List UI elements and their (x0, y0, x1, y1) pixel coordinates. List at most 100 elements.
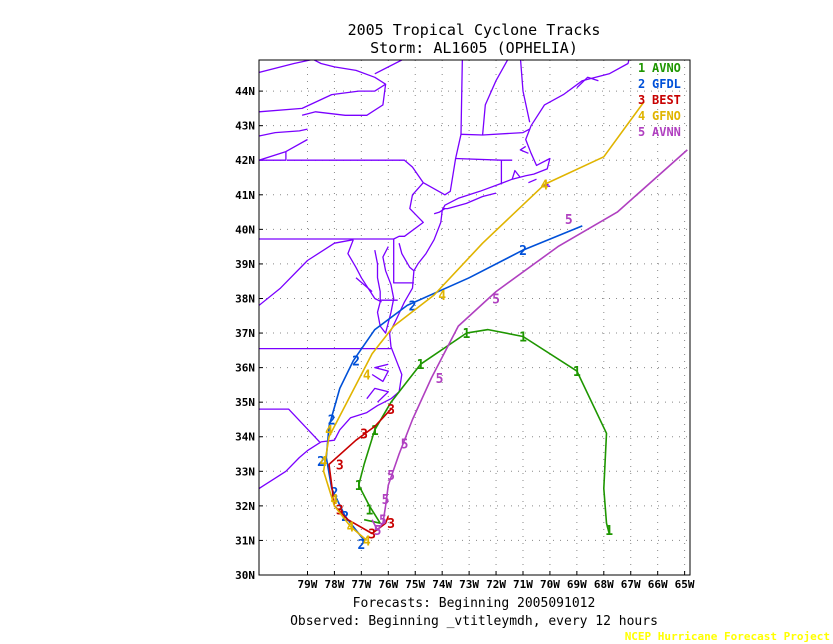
md-de-border (393, 239, 414, 284)
longitude-labels: 79W 78W 77W 76W 75W 74W 73W 72W 71W 70W 69W 68W 67W 6… (298, 578, 695, 591)
track-marker-1: 1 (573, 365, 581, 380)
lat-label-bottom: 30N (235, 569, 255, 582)
lat-label: 36N (235, 362, 255, 375)
track-marker-5: 5 (492, 293, 500, 308)
track-marker-5: 5 (382, 493, 390, 508)
legend-model-best: BEST (652, 93, 681, 107)
track-marker-2: 2 (328, 414, 336, 429)
lat-label: 43N (235, 120, 255, 133)
lon-label: 73W (459, 578, 479, 591)
east-coastline (259, 60, 630, 490)
delaware-bay-coast (398, 243, 415, 272)
lake-erie-shore (259, 138, 308, 161)
legend-number-3: 3 (638, 93, 645, 107)
coastline-layer (259, 60, 630, 490)
map-grid (259, 60, 690, 575)
lat-label: 42N (235, 154, 255, 167)
track-marker-5: 5 (387, 469, 395, 484)
lat-label: 31N (235, 534, 255, 547)
latitude-labels: 31N 32N 33N 34N 35N 36N 37N 38N 39N 40N 41N 42N 43N 4… (235, 85, 255, 547)
track-marker-2: 2 (519, 244, 527, 259)
narragansett-bay (511, 169, 521, 180)
lat-label: 39N (235, 258, 255, 271)
track-marker-1: 1 (605, 524, 613, 539)
lat-label: 37N (235, 327, 255, 340)
legend-model-avno: AVNO (652, 61, 681, 75)
lon-label: 74W (432, 578, 452, 591)
lat-label: 40N (235, 223, 255, 236)
boston-harbor (519, 145, 529, 154)
title-line-2: Storm: AL1605 (OPHELIA) (370, 39, 578, 57)
track-marker-2: 2 (330, 486, 338, 501)
lat-label: 44N (235, 85, 255, 98)
track-marker-2: 2 (357, 538, 365, 553)
legend-number-1: 1 (638, 61, 645, 75)
st-lawrence (374, 60, 406, 75)
track-marker-4: 4 (325, 424, 333, 439)
track-marker-2: 2 (409, 299, 417, 314)
track-marker-1: 1 (417, 358, 425, 373)
track-marker-2: 2 (317, 455, 325, 470)
potomac-border (347, 239, 382, 303)
track-marker-4: 4 (330, 493, 338, 508)
track-line-1 (357, 328, 610, 534)
lon-label: 75W (405, 578, 425, 591)
lon-label: 65W (675, 578, 695, 591)
lon-label: 72W (486, 578, 506, 591)
legend-number-4: 4 (638, 109, 645, 123)
track-marker-5: 5 (401, 438, 409, 453)
track-marker-1: 1 (519, 331, 527, 346)
track-marker-3: 3 (387, 517, 395, 532)
track-marker-3: 3 (336, 458, 344, 473)
lon-label: 79W (298, 578, 318, 591)
model-legend: 1 AVNO 2 GFDL 3 BEST 4 GFNO 5 AVNN (638, 61, 681, 139)
raritan-bay (433, 208, 446, 215)
lon-label: 78W (324, 578, 344, 591)
track-marker-4: 4 (320, 455, 328, 470)
track-marker-4: 4 (347, 521, 355, 536)
legend-model-avnn: AVNN (652, 125, 681, 139)
lon-label: 68W (594, 578, 614, 591)
lon-label: 66W (648, 578, 668, 591)
credit-label: NCEP Hurricane Forecast Project (625, 630, 830, 643)
track-marker-3: 3 (336, 503, 344, 518)
legend-number-2: 2 (638, 77, 645, 91)
va-wv-border (259, 239, 354, 306)
track-marker-3: 3 (360, 427, 368, 442)
ontario-shore-upper (259, 60, 314, 74)
long-island-coast (442, 192, 497, 210)
observed-label: Observed: Beginning _vtitleymdh, every 1… (290, 614, 658, 629)
track-marker-4: 4 (438, 289, 446, 304)
lon-label: 71W (513, 578, 533, 591)
track-marker-1: 1 (365, 503, 373, 518)
lat-label: 35N (235, 396, 255, 409)
lon-label: 70W (540, 578, 560, 591)
nc-sc-border (259, 408, 321, 443)
marthas-vineyard-coast (528, 178, 537, 184)
lat-label: 41N (235, 189, 255, 202)
track-marker-5: 5 (374, 524, 382, 539)
lon-label: 69W (567, 578, 587, 591)
ny-east-border (422, 60, 463, 196)
lat-label: 34N (235, 431, 255, 444)
map-frame (258, 59, 691, 576)
track-marker-1: 1 (371, 424, 379, 439)
pamlico-sound (366, 387, 389, 403)
track-marker-4: 4 (363, 369, 371, 384)
lon-label: 77W (351, 578, 371, 591)
track-marker-3: 3 (368, 528, 376, 543)
chesapeake-bay-coast (374, 246, 395, 334)
track-line-4 (322, 101, 645, 542)
legend-model-gfdl: GFDL (652, 77, 681, 91)
penobscot-bay (576, 76, 599, 89)
track-marker-5: 5 (379, 514, 387, 529)
track-marker-3: 3 (387, 403, 395, 418)
title-line-1: 2005 Tropical Cyclone Tracks (348, 21, 601, 39)
track-marker-2: 2 (352, 355, 360, 370)
lake-ontario-north (259, 60, 387, 113)
lat-label: 33N (235, 465, 255, 478)
track-marker-1: 1 (355, 479, 363, 494)
